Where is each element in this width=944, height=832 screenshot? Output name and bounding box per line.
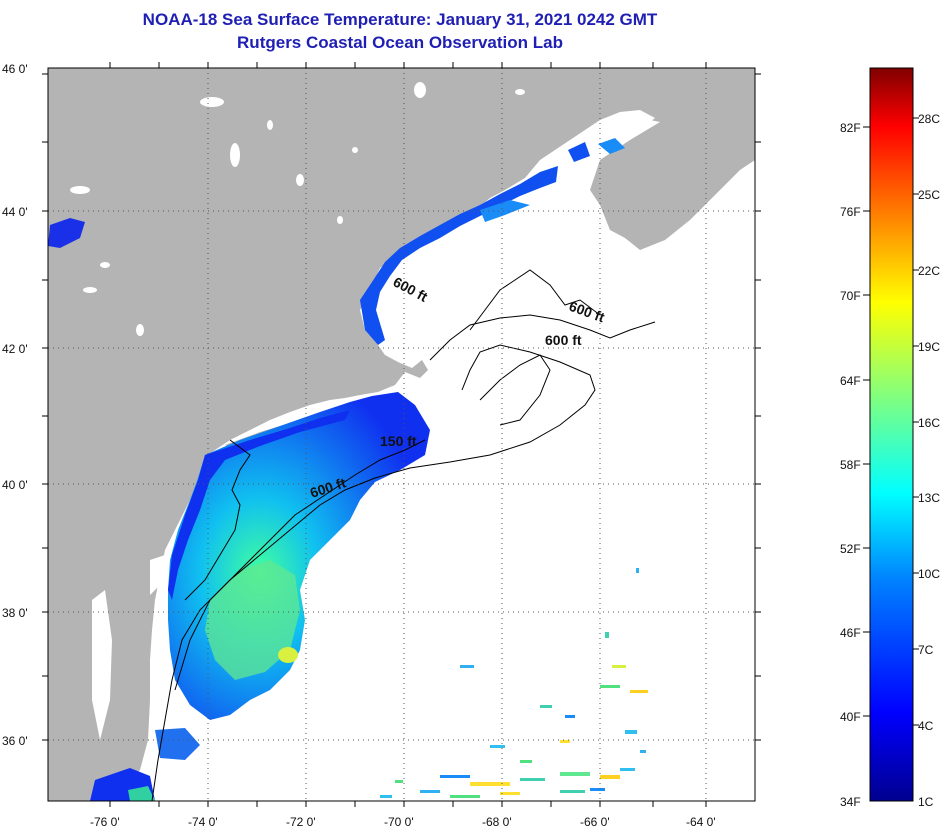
lon-label-74: -74 0' [188,815,218,829]
lon-label-76: -76 0' [90,815,120,829]
colorbar-f-58: 58F [840,458,861,472]
chesapeake-bay [92,590,112,740]
colorbar-f-82: 82F [840,121,861,135]
map-subtitle: Rutgers Coastal Ocean Observation Lab [237,33,563,52]
lon-label-72: -72 0' [286,815,316,829]
map-title: NOAA-18 Sea Surface Temperature: January… [142,10,658,29]
colorbar-c-4: 4C [918,719,934,733]
contour-label-150ft: 150 ft [380,433,417,449]
inland-lakes [70,82,525,336]
grid-lines [48,68,755,801]
sst-gulf-maine-patch [480,200,530,222]
colorbar-c-25: 25C [918,188,940,202]
lon-label-70: -70 0' [384,815,414,829]
colorbar-f-52: 52F [840,542,861,556]
lat-label-44: 44 0' [2,205,28,219]
colorbar-f-34: 34F [840,795,861,809]
lat-label-38: 38 0' [2,606,28,620]
colorbar-c-22: 22C [918,264,940,278]
sst-warm-core [205,560,300,680]
sst-fundy-patch [568,142,590,162]
delaware-bay [150,555,165,595]
lon-label-66: -66 0' [580,815,610,829]
colorbar-c-1: 1C [918,795,934,809]
colorbar-c-28: 28C [918,112,940,126]
sst-maine-coast [360,166,558,345]
colorbar-f-76: 76F [840,205,861,219]
colorbar-f-46: 46F [840,626,861,640]
sst-hatteras-warm [128,786,155,801]
colorbar-f-40: 40F [840,710,861,724]
lon-label-68: -68 0' [482,815,512,829]
colorbar-c-19: 19C [918,340,940,354]
colorbar-f-70: 70F [840,289,861,303]
sst-nearshore-cold [168,410,350,600]
map-frame [47,67,756,802]
colorbar-c-16: 16C [918,416,940,430]
colorbar-c-7: 7C [918,643,934,657]
sst-offshore-speckles [380,568,648,798]
lake-ontario [48,218,85,248]
axis-ticks [42,62,761,807]
colorbar-c-10: 10C [918,567,940,581]
sst-warm-spot [278,647,298,663]
land-mass [48,68,755,801]
lat-label-40: 40 0' [2,478,28,492]
lat-label-36: 36 0' [2,734,28,748]
sst-nova-scotia-patch [598,138,625,154]
lon-label-64: -64 0' [686,815,716,829]
cape-cod [385,360,428,378]
colorbar [869,67,914,802]
colorbar-c-13: 13C [918,491,940,505]
lat-label-42: 42 0' [2,342,28,356]
lat-label-46: 46 0' [2,62,28,76]
sst-south-patch [155,728,200,760]
contour-label-600ft-georges: 600 ft [545,332,582,348]
colorbar-f-64: 64F [840,374,861,388]
colorbar-ticks [863,117,919,726]
depth-contours [151,269,656,801]
